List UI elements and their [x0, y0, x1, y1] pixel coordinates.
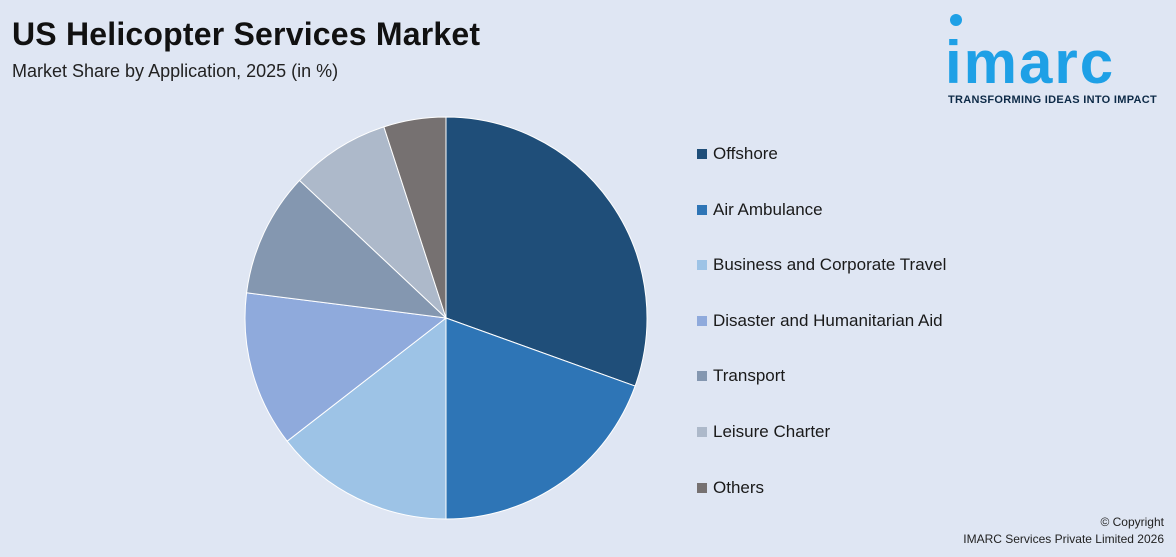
legend-item-leisure-charter: Leisure Charter	[697, 419, 946, 445]
chart-title: US Helicopter Services Market	[12, 16, 481, 52]
chart-legend: Offshore Air Ambulance Business and Corpor…	[697, 141, 946, 530]
logo-tagline: TRANSFORMING IDEAS INTO IMPACT	[948, 94, 1158, 106]
legend-swatch-offshore	[697, 149, 707, 159]
legend-item-transport: Transport	[697, 363, 946, 389]
legend-swatch-air-ambulance	[697, 204, 707, 215]
legend-item-offshore: Offshore	[697, 141, 946, 167]
legend-item-business-and-corporate-travel: Business and Corporate Travel	[697, 252, 946, 278]
legend-label-leisure-charter: Leisure Charter	[713, 421, 831, 441]
logo-dot	[950, 14, 962, 26]
copyright-line-2: IMARC Services Private Limited 2026	[963, 532, 1164, 546]
pie-slice-business-and-corporate-travel	[286, 316, 447, 520]
legend-swatch-others	[697, 482, 707, 493]
pie-slice-leisure-charter	[298, 126, 447, 319]
copyright-line-1: © Copyright	[1100, 515, 1164, 529]
pie-chart	[240, 112, 652, 524]
legend-label-business-and-corporate-travel: Business and Corporate Travel	[713, 255, 947, 275]
logo-wordmark: imarc	[945, 29, 1116, 96]
pie-slice-offshore	[445, 116, 648, 387]
copyright-notice: © Copyright IMARC Services Private Limit…	[963, 514, 1164, 548]
legend-swatch-transport	[697, 371, 707, 382]
imarc-logo: imarc TRANSFORMING IDEAS INTO IMPACT	[945, 12, 1171, 112]
legend-label-transport: Transport	[713, 366, 786, 386]
legend-label-air-ambulance: Air Ambulance	[713, 199, 823, 219]
legend-item-air-ambulance: Air Ambulance	[697, 197, 946, 223]
pie-chart-svg	[244, 116, 648, 520]
legend-swatch-leisure-charter	[697, 426, 707, 437]
legend-label-offshore: Offshore	[713, 144, 778, 163]
legend-item-disaster-and-humanitarian-aid: Disaster and Humanitarian Aid	[697, 308, 946, 334]
chart-subtitle: Market Share by Application, 2025 (in %)	[12, 61, 339, 81]
pie-slice-others	[383, 116, 447, 319]
legend-swatch-business-and-corporate-travel	[697, 260, 707, 271]
legend-label-disaster-and-humanitarian-aid: Disaster and Humanitarian Aid	[713, 310, 943, 330]
legend-item-others: Others	[697, 475, 946, 501]
legend-swatch-disaster-and-humanitarian-aid	[697, 315, 707, 326]
pie-slice-air-ambulance	[445, 317, 636, 520]
legend-label-others: Others	[713, 477, 765, 497]
pie-slice-transport	[246, 179, 448, 319]
pie-slice-disaster-and-humanitarian-aid	[244, 292, 448, 442]
